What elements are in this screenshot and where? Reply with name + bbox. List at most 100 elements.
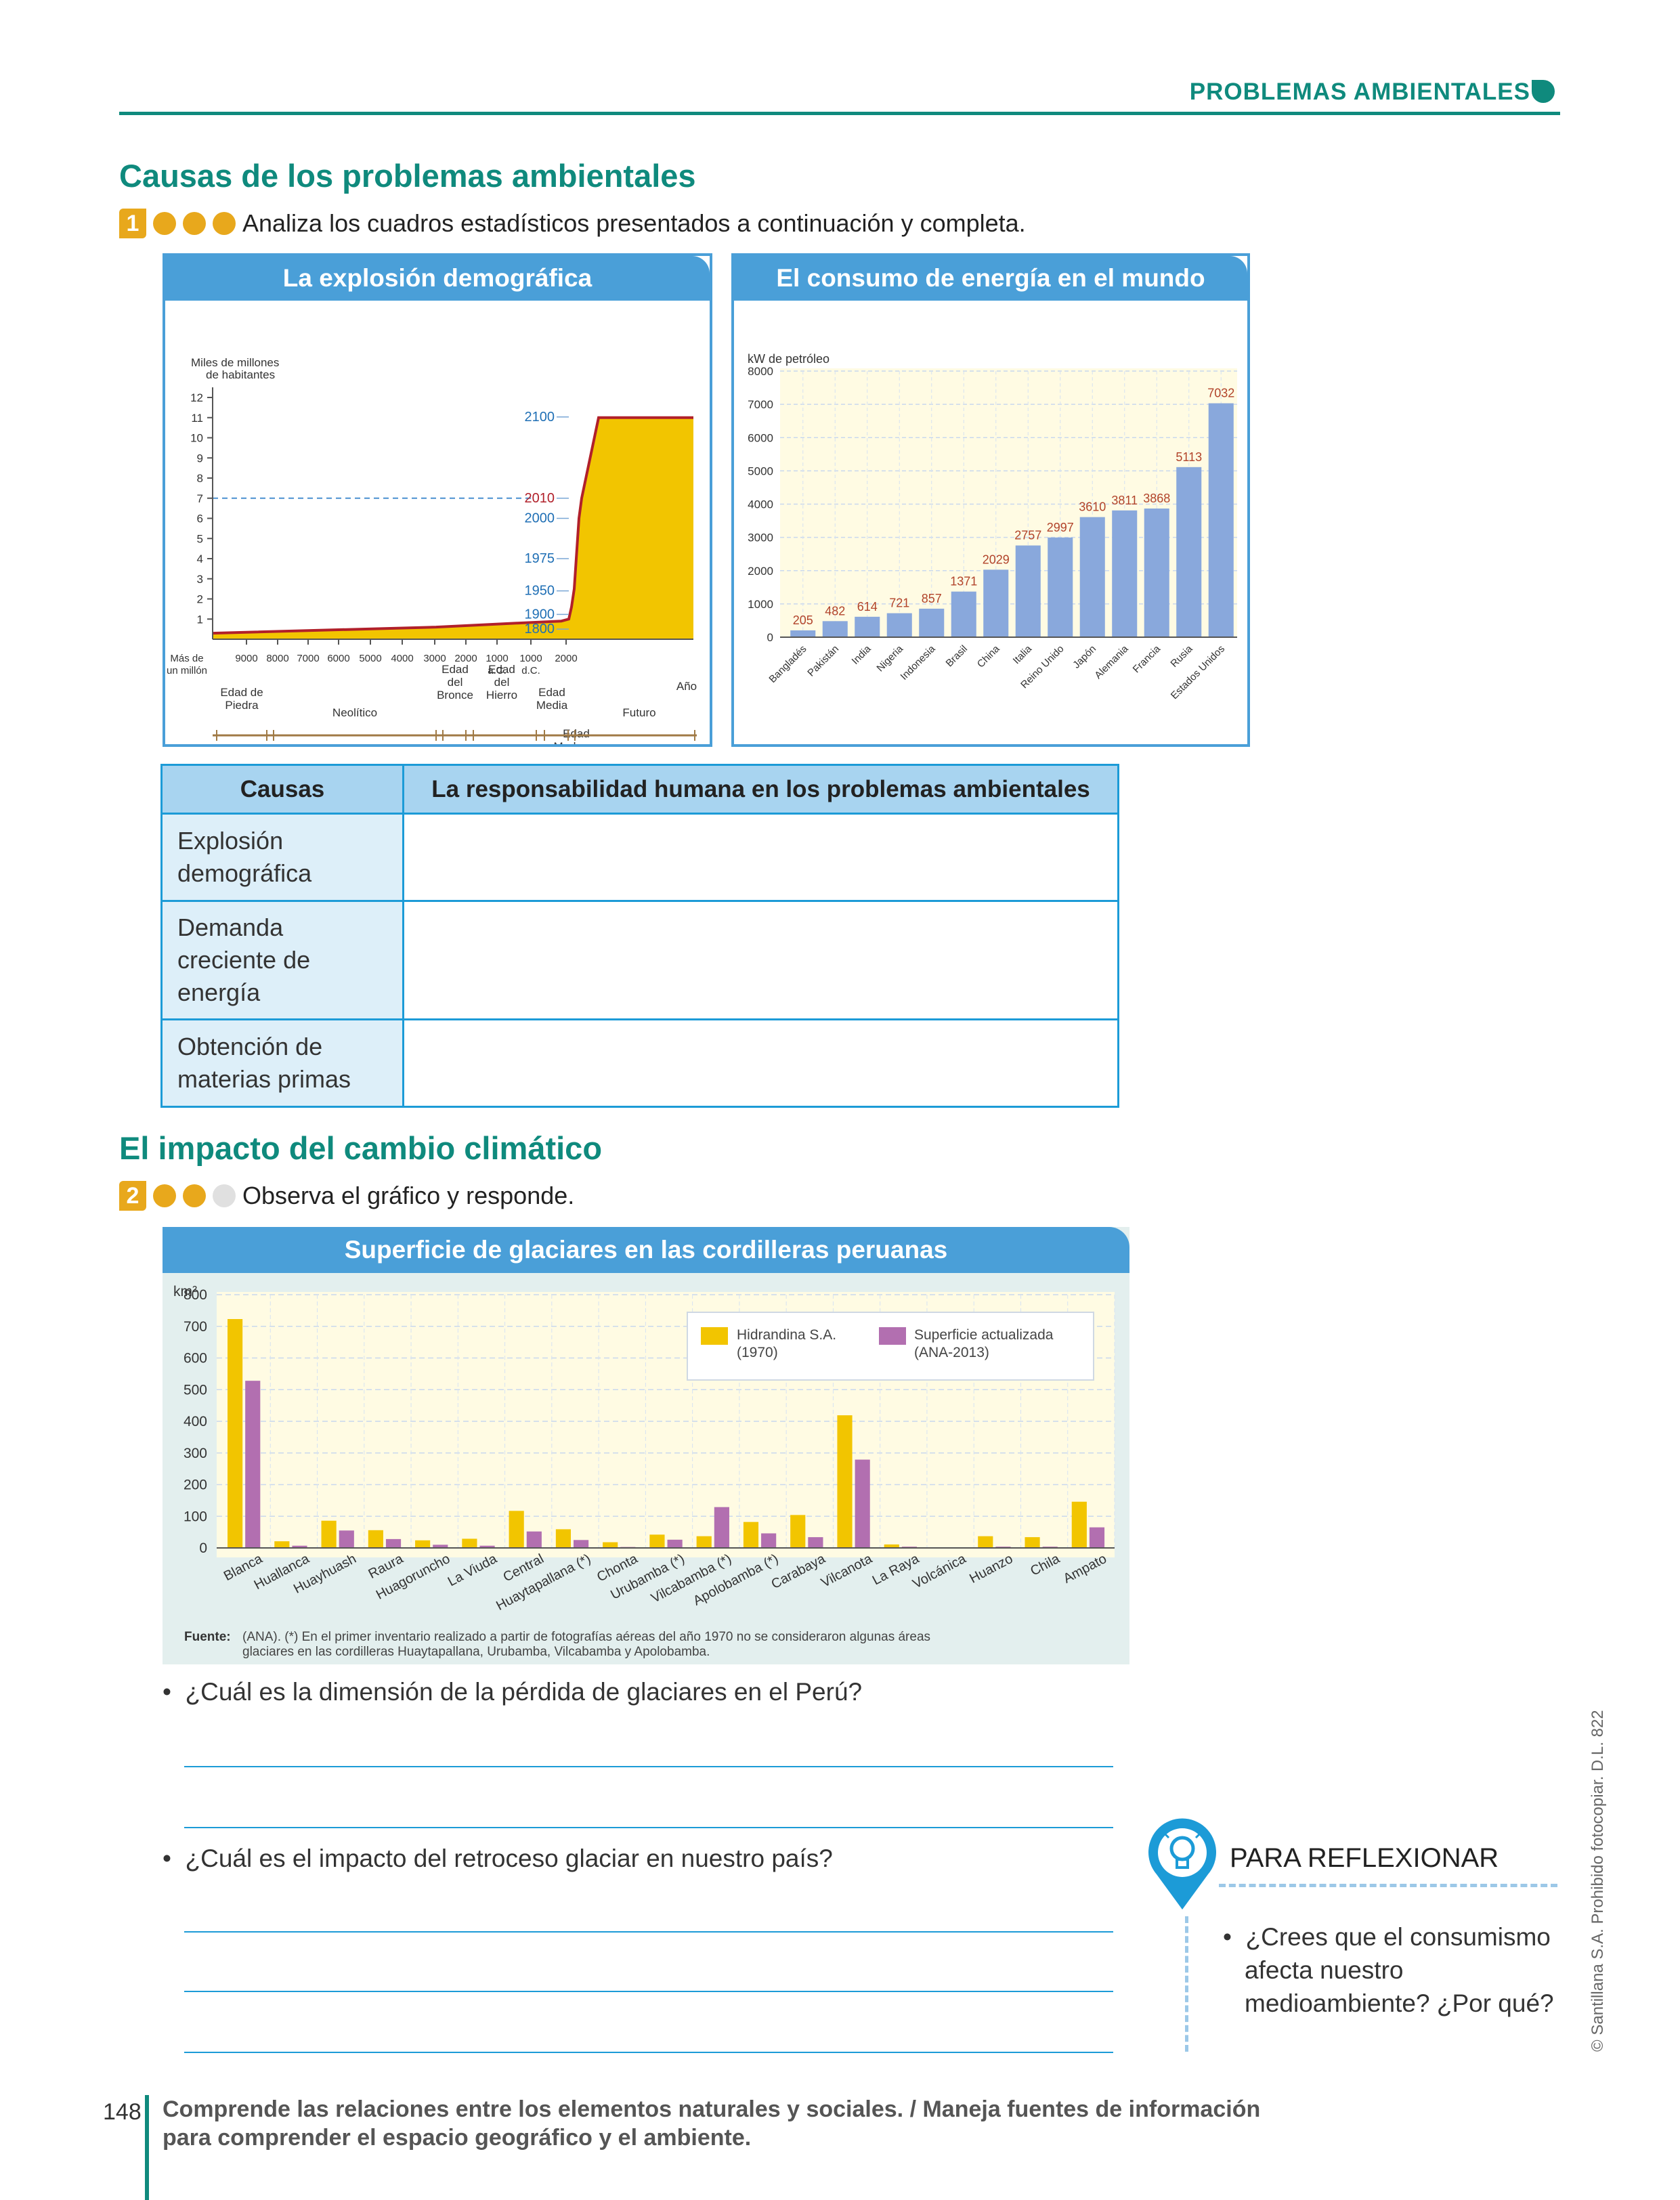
era-label: Edad de Piedra	[220, 686, 263, 712]
population-chart-title: La explosión demográfica	[165, 256, 710, 301]
activity-1: 1 Analiza los cuadros estadísticos prese…	[119, 209, 1026, 238]
glacier-bar	[1025, 1537, 1040, 1548]
answer-line[interactable]	[184, 1991, 1113, 1992]
glacier-bar	[855, 1459, 870, 1548]
glacier-bar	[790, 1515, 806, 1548]
population-ylabel-line2: de habitantes	[206, 368, 275, 381]
activity-2: 2 Observa el gráfico y responde.	[119, 1181, 574, 1211]
energy-value-label: 5113	[1176, 450, 1202, 464]
table-row: Demanda creciente de energía	[160, 900, 1119, 1020]
glacier-bar	[603, 1542, 618, 1548]
era-label: EdadModerna	[553, 727, 599, 744]
table-cause-cell: Obtención de materias primas	[160, 1018, 404, 1108]
glacier-bar	[415, 1540, 431, 1548]
year-label: 1800	[525, 622, 555, 637]
glacier-bar	[714, 1507, 729, 1548]
glacier-chart-title: Superficie de glaciares en las cordiller…	[163, 1227, 1129, 1273]
y-tick-label: 11	[191, 412, 203, 425]
glacier-bar	[228, 1318, 243, 1548]
y-tick-label: 500	[184, 1382, 207, 1398]
glacier-bar	[292, 1545, 307, 1548]
era-label: Edad del Bronce	[437, 663, 473, 702]
y-tick-label: 5000	[748, 465, 773, 477]
glacier-bar	[743, 1522, 759, 1548]
footer-line2: para comprender el espacio geográfico y …	[163, 2125, 752, 2151]
energy-bar	[790, 630, 816, 637]
glacier-bar	[1071, 1501, 1087, 1548]
table-answer-cell[interactable]	[402, 1018, 1119, 1108]
glacier-bar	[321, 1520, 337, 1548]
energy-value-label: 3610	[1079, 500, 1106, 514]
x-tick-label: 2000	[555, 653, 577, 664]
energy-value-label: 857	[922, 592, 942, 605]
year-label: 2010	[525, 491, 555, 506]
energy-bar	[855, 616, 880, 637]
answer-line[interactable]	[184, 1766, 1113, 1767]
year-label: 2100	[525, 410, 555, 425]
glacier-bar	[462, 1538, 477, 1548]
era-label: Futuro	[622, 706, 655, 719]
glacier-legend	[687, 1312, 1094, 1381]
energy-value-label: 7032	[1207, 387, 1234, 400]
year-label: 1950	[525, 584, 555, 599]
y-tick-label: 6000	[748, 431, 773, 444]
difficulty-dot-icon	[183, 212, 206, 235]
y-tick-label: 10	[190, 432, 203, 445]
energy-category-label: Indonesia	[899, 643, 938, 682]
y-tick-label: 1000	[748, 598, 773, 611]
era-label: Edad del Hierro	[486, 663, 517, 702]
energy-value-label: 2757	[1014, 529, 1041, 542]
energy-bar	[919, 608, 945, 637]
question-2-text: ¿Cuál es el impacto del retroceso glacia…	[185, 1845, 833, 1872]
section-title-causas: Causas de los problemas ambientales	[119, 158, 696, 194]
lightbulb-pin-icon	[1148, 1818, 1216, 1910]
energy-chart: kW de petróleo 0 1000 2000 3000 4000 5000 6000…	[748, 352, 1237, 702]
activity-instruction: Observa el gráfico y responde.	[242, 1182, 575, 1209]
population-ylabel-line1: Miles de millones	[191, 356, 279, 369]
energy-category-label: Rusia	[1168, 643, 1195, 670]
x-tick-label: 1000 a.C.	[486, 653, 508, 676]
activity-instruction: Analiza los cuadros estadísticos present…	[242, 209, 1026, 237]
year-label: 2000	[525, 511, 555, 526]
answer-line[interactable]	[184, 1827, 1113, 1828]
glacier-bar	[339, 1530, 354, 1548]
table-answer-cell[interactable]	[402, 900, 1119, 1020]
x-tick-label: 8000	[266, 653, 288, 664]
energy-bar	[951, 591, 976, 637]
era-label: Neolítico	[332, 706, 377, 719]
legend-swatch-1970	[701, 1327, 728, 1345]
reflect-title: PARA REFLEXIONAR	[1230, 1843, 1499, 1873]
reflect-question-line3: medioambiente? ¿Por qué?	[1245, 1989, 1554, 2017]
y-tick-label: 8	[197, 472, 203, 485]
table-answer-cell[interactable]	[402, 813, 1119, 902]
energy-bar	[886, 613, 912, 637]
y-tick-label: 8000	[748, 365, 773, 378]
energy-bar	[983, 569, 1009, 637]
legend-label-1970: Hidrandina S.A.	[737, 1327, 836, 1343]
footer-competencies: Comprende las relaciones entre los eleme…	[163, 2095, 1260, 2152]
glacier-bar	[696, 1536, 712, 1548]
legend-label-2013: Superficie actualizada	[914, 1327, 1054, 1343]
era-label: Edad Media	[536, 686, 568, 712]
energy-category-label: China	[975, 643, 1002, 670]
table-row: Explosión demográfica	[160, 813, 1119, 902]
answer-line[interactable]	[184, 2052, 1113, 2053]
difficulty-dot-icon	[153, 212, 176, 235]
energy-category-label: Japón	[1071, 643, 1098, 671]
x-tick-label: 3000	[423, 653, 446, 664]
difficulty-dot-icon	[213, 1184, 236, 1207]
glacier-bar	[555, 1529, 572, 1548]
energy-value-label: 2997	[1047, 521, 1074, 534]
y-tick-label: 0	[767, 631, 773, 644]
glacier-bar	[368, 1530, 383, 1548]
energy-chart-panel: El consumo de energía en el mundo kW de …	[731, 253, 1250, 747]
energy-ylabel: kW de petróleo	[748, 352, 830, 366]
reflect-question-line1: • ¿Crees que el consumismo	[1223, 1923, 1551, 1951]
y-tick-label: 2000	[748, 565, 773, 578]
glacier-source-line1: (ANA). (*) En el primer inventario reali…	[242, 1630, 930, 1644]
answer-line[interactable]	[184, 1931, 1113, 1933]
reflect-side-line	[1185, 1916, 1188, 2052]
glacier-bar	[574, 1540, 589, 1548]
y-tick-label: 3000	[748, 532, 773, 544]
